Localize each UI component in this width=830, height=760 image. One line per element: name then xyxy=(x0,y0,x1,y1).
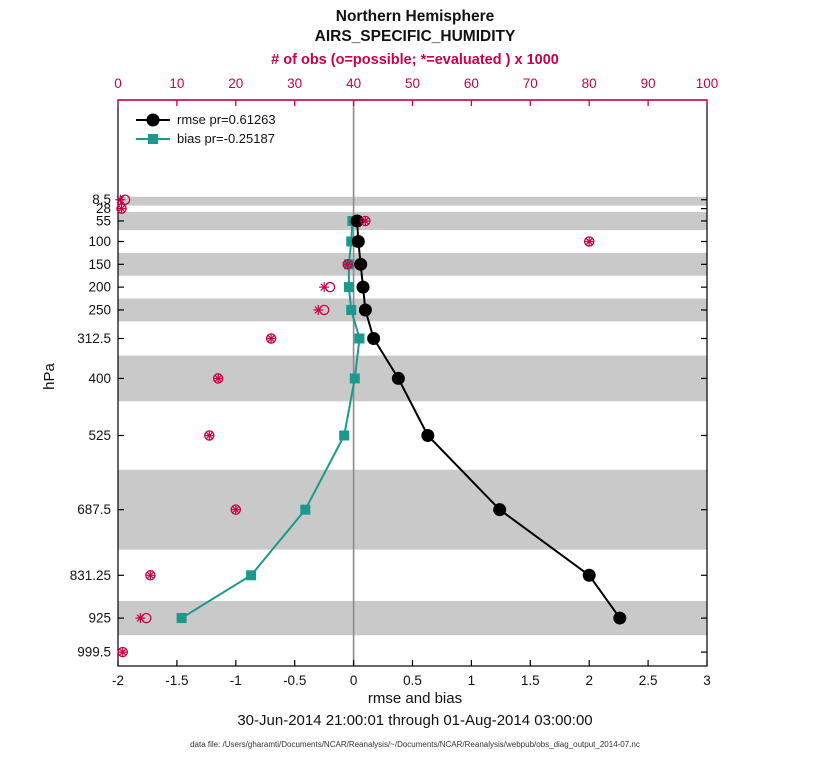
bias-square-marker-icon xyxy=(148,133,158,144)
tick-label: 80 xyxy=(582,76,597,91)
shaded-band xyxy=(118,469,707,550)
bias-marker xyxy=(354,333,365,344)
tick-label: 400 xyxy=(88,371,111,386)
rmse-line-sample xyxy=(136,112,170,127)
shaded-band xyxy=(118,600,707,636)
tick-label: 100 xyxy=(696,76,719,91)
obs-evaluated-asterisk-icon xyxy=(146,571,155,580)
tick-label: 0 xyxy=(114,76,122,91)
tick-label: 1.5 xyxy=(521,673,540,688)
obs-evaluated-asterisk-icon xyxy=(585,237,594,246)
tick-label: 687.5 xyxy=(77,502,111,517)
tick-label: 60 xyxy=(464,76,479,91)
tick-label: 8.5 xyxy=(92,192,111,207)
shaded-band xyxy=(118,355,707,402)
tick-label: 2.5 xyxy=(639,673,658,688)
tick-label: 50 xyxy=(405,76,420,91)
bias-marker xyxy=(349,373,360,384)
legend-item-rmse: rmse pr=0.61263 xyxy=(136,110,276,129)
tick-label: 30 xyxy=(287,76,302,91)
rmse-marker xyxy=(350,214,364,228)
bias-line-sample xyxy=(136,131,170,146)
tick-label: 40 xyxy=(346,76,361,91)
rmse-marker xyxy=(421,428,435,442)
x-axis-label: rmse and bias xyxy=(367,690,463,707)
obs-evaluated-asterisk-icon xyxy=(118,648,127,656)
tick-label: 1 xyxy=(468,673,476,688)
datafile-caption: data file: /Users/gharamti/Documents/NCA… xyxy=(190,740,640,749)
tick-label: 831.25 xyxy=(70,568,111,583)
bias-marker xyxy=(346,236,357,247)
tick-label: 250 xyxy=(88,302,111,317)
rmse-line xyxy=(356,220,621,619)
tick-label: 0 xyxy=(350,673,358,688)
tick-label: 3 xyxy=(703,673,711,688)
obs-evaluated-asterisk-icon xyxy=(214,374,222,383)
tick-label: -2 xyxy=(112,673,124,688)
top-axis-label: # of obs (o=possible; *=evaluated ) x 10… xyxy=(271,52,559,68)
shaded-band xyxy=(118,298,707,322)
shaded-band xyxy=(118,196,707,206)
y-axis-label: hPa xyxy=(40,363,58,390)
bias-marker xyxy=(346,304,357,315)
tick-label: 100 xyxy=(88,234,111,249)
tick-label: 28 xyxy=(96,201,111,216)
chart-title: Northern Hemisphere xyxy=(335,8,495,25)
rmse-marker xyxy=(493,503,507,517)
tick-label: 90 xyxy=(641,76,656,91)
bias-marker xyxy=(176,613,187,624)
rmse-marker xyxy=(367,331,381,345)
obs-evaluated-asterisk-icon xyxy=(267,334,275,343)
obs-evaluated-asterisk-icon xyxy=(231,505,240,514)
tick-label: 150 xyxy=(88,257,111,272)
obs-evaluated-asterisk-icon xyxy=(314,306,323,314)
tick-label: 999.5 xyxy=(77,645,111,660)
rmse-circle-marker-icon xyxy=(146,113,160,126)
obs-evaluated-asterisk-icon xyxy=(343,260,352,269)
bias-marker xyxy=(246,570,257,581)
tick-label: 312.5 xyxy=(77,331,111,346)
tick-label: 925 xyxy=(88,611,111,626)
tick-label: 55 xyxy=(96,213,111,228)
tick-label: -0.5 xyxy=(283,673,306,688)
rmse-marker xyxy=(356,280,370,294)
bias-marker xyxy=(343,282,354,293)
shaded-band xyxy=(118,252,707,276)
tick-label: -1.5 xyxy=(165,673,188,688)
shaded-band xyxy=(118,211,707,231)
rmse-marker xyxy=(582,568,596,582)
rmse-marker xyxy=(354,257,368,271)
tick-label: 0.5 xyxy=(403,673,422,688)
tick-label: 525 xyxy=(88,428,111,443)
rmse-marker xyxy=(351,235,365,248)
bias-marker xyxy=(339,430,350,441)
legend: rmse pr=0.61263 bias pr=-0.25187 xyxy=(136,110,276,148)
legend-label-bias: bias pr=-0.25187 xyxy=(177,131,275,146)
tick-label: 70 xyxy=(523,76,538,91)
obs-evaluated-asterisk-icon xyxy=(361,217,370,225)
tick-label: 200 xyxy=(88,280,111,295)
tick-label: 2 xyxy=(585,673,593,688)
rmse-marker xyxy=(613,611,627,625)
rmse-marker xyxy=(391,371,405,385)
legend-item-bias: bias pr=-0.25187 xyxy=(136,129,276,148)
obs-evaluated-asterisk-icon xyxy=(136,614,145,622)
date-range-caption: 30-Jun-2014 21:00:01 through 01-Aug-2014… xyxy=(237,712,593,729)
bias-line xyxy=(181,220,361,619)
bias-marker xyxy=(300,504,311,515)
rmse-marker xyxy=(358,303,372,317)
tick-label: 20 xyxy=(228,76,243,91)
legend-label-rmse: rmse pr=0.61263 xyxy=(177,112,276,127)
tick-label: -1 xyxy=(230,673,242,688)
chart-subtitle: AIRS_SPECIFIC_HUMIDITY xyxy=(314,28,516,45)
obs-evaluated-asterisk-icon xyxy=(320,283,328,291)
obs-evaluated-asterisk-icon xyxy=(116,195,125,204)
obs-evaluated-asterisk-icon xyxy=(205,431,214,440)
obs-evaluated-asterisk-icon xyxy=(117,204,126,213)
tick-label: 10 xyxy=(169,76,184,91)
